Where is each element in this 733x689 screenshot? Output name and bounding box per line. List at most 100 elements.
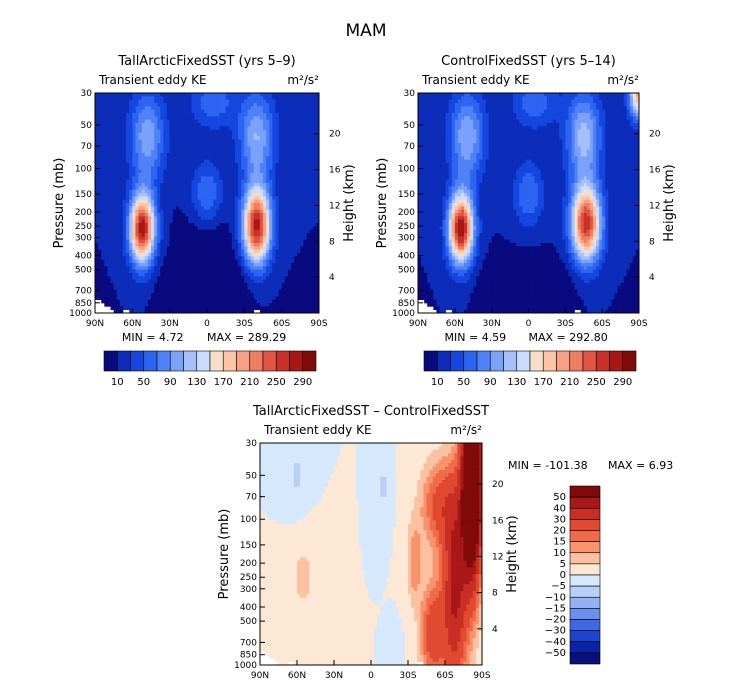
field-cell xyxy=(191,146,195,151)
field-cell xyxy=(632,96,637,101)
field-cell xyxy=(207,146,211,151)
field-cell xyxy=(213,269,217,274)
field-cell xyxy=(216,209,220,214)
field-cell xyxy=(144,176,149,181)
field-cell xyxy=(95,233,99,237)
field-cell xyxy=(151,246,155,251)
field-cell xyxy=(172,266,177,271)
field-cell xyxy=(207,213,211,217)
field-cell xyxy=(250,279,255,284)
field-cell xyxy=(228,293,233,297)
field-cell xyxy=(259,176,264,181)
field-cell xyxy=(263,163,267,167)
field-cell xyxy=(132,109,136,114)
field-cell xyxy=(119,259,124,264)
field-cell xyxy=(172,289,177,294)
field-cell xyxy=(247,299,251,304)
field-cell xyxy=(294,103,298,107)
field-cell xyxy=(179,176,183,181)
field-cell xyxy=(278,289,283,294)
field-cell xyxy=(113,109,118,114)
field-cell xyxy=(306,233,311,237)
field-cell xyxy=(297,173,301,177)
field-cell xyxy=(315,133,320,137)
field-cell xyxy=(197,143,202,147)
field-cell xyxy=(144,236,149,241)
field-cell xyxy=(312,299,317,304)
field-cell xyxy=(225,216,230,221)
field-cell xyxy=(312,286,317,291)
field-cell xyxy=(110,123,115,127)
field-cell xyxy=(191,233,195,237)
colorbar-swatch xyxy=(222,350,237,372)
field-cell xyxy=(182,186,186,191)
field-cell xyxy=(200,283,205,287)
pressure-tick-label: 30 xyxy=(81,89,93,99)
field-cell xyxy=(138,193,143,197)
field-cell xyxy=(263,293,267,297)
field-cell xyxy=(241,259,245,264)
field-cell xyxy=(238,219,242,224)
field-cell xyxy=(141,233,146,237)
field-cell xyxy=(213,296,217,301)
field-cell xyxy=(278,263,283,267)
field-cell xyxy=(281,269,286,274)
field-cell xyxy=(294,216,298,221)
field-cell xyxy=(141,143,146,147)
field-cell xyxy=(513,99,517,104)
field-cell xyxy=(119,129,124,134)
field-cell xyxy=(300,193,304,197)
field-cell xyxy=(253,283,258,287)
field-cell xyxy=(157,309,161,314)
field-cell xyxy=(241,283,245,287)
field-cell xyxy=(210,199,214,204)
field-cell xyxy=(191,249,195,254)
field-cell xyxy=(151,226,155,231)
field-cell xyxy=(110,243,115,247)
field-cell xyxy=(617,96,621,101)
field-cell xyxy=(213,179,217,184)
field-cell xyxy=(123,269,127,274)
field-cell xyxy=(138,296,143,301)
field-cell xyxy=(138,149,143,154)
field-cell xyxy=(197,196,202,201)
field-cell xyxy=(163,173,167,177)
field-cell xyxy=(281,263,286,267)
field-cell xyxy=(107,116,111,121)
field-cell xyxy=(231,276,236,281)
field-cell xyxy=(95,273,99,277)
field-cell xyxy=(586,96,591,101)
field-cell xyxy=(116,263,121,267)
field-cell xyxy=(182,96,186,101)
field-cell xyxy=(119,109,124,114)
field-cell xyxy=(291,293,295,297)
field-cell xyxy=(123,143,127,147)
field-cell xyxy=(132,289,136,294)
field-cell xyxy=(147,296,152,301)
field-cell xyxy=(303,106,307,111)
field-cell xyxy=(250,209,255,214)
field-cell xyxy=(424,93,428,97)
field-cell xyxy=(207,273,211,277)
field-cell xyxy=(272,209,276,214)
field-cell xyxy=(194,126,199,131)
field-cell xyxy=(269,183,273,187)
field-cell xyxy=(291,309,295,314)
field-cell xyxy=(210,246,214,251)
field-cell xyxy=(95,196,99,201)
field-cell xyxy=(278,256,283,261)
field-cell xyxy=(151,206,155,211)
field-cell xyxy=(113,259,118,264)
field-cell xyxy=(306,269,311,274)
field-cell xyxy=(129,103,133,107)
field-cell xyxy=(157,236,161,241)
field-cell xyxy=(101,93,105,97)
field-cell xyxy=(188,213,192,217)
field-cell xyxy=(306,243,311,247)
field-cell xyxy=(95,96,99,101)
field-cell xyxy=(110,286,115,291)
field-cell xyxy=(172,136,177,141)
field-cell xyxy=(207,193,211,197)
field-cell xyxy=(175,133,180,137)
field-cell xyxy=(197,263,202,267)
